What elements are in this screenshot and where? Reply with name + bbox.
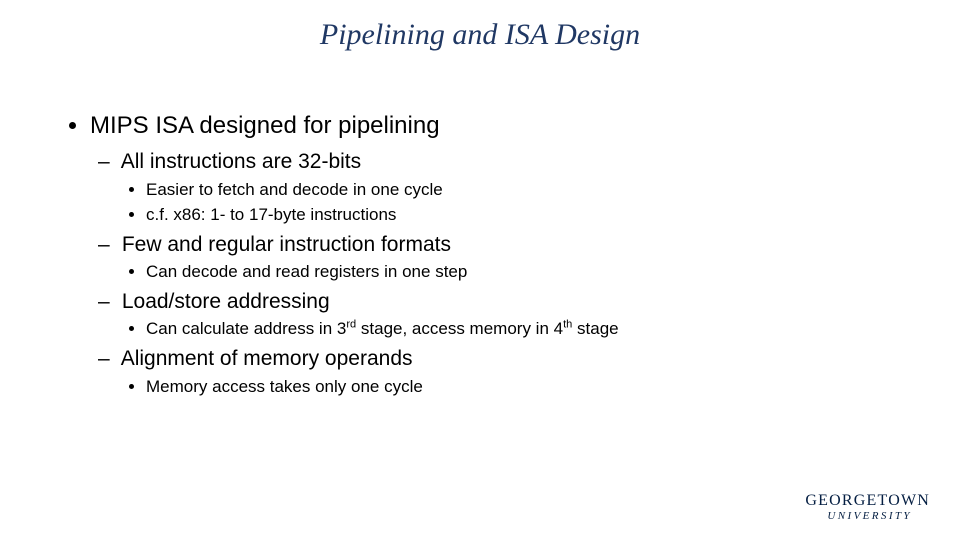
list-item-text: All instructions are 32-bits	[121, 150, 361, 173]
slide-content: MIPS ISA designed for pipelining All ins…	[62, 110, 920, 406]
bullet-list-level3: Easier to fetch and decode in one cycle …	[116, 179, 920, 227]
list-item: Can calculate address in 3rd stage, acce…	[146, 318, 920, 341]
list-item: Alignment of memory operands Memory acce…	[116, 345, 920, 398]
logo-text-line1: GEORGETOWN	[805, 493, 930, 509]
list-item: Easier to fetch and decode in one cycle	[146, 179, 920, 202]
slide-title: Pipelining and ISA Design	[0, 18, 960, 52]
list-item-text: MIPS ISA designed for pipelining	[90, 112, 440, 139]
list-item: All instructions are 32-bits Easier to f…	[116, 148, 920, 226]
bullet-list-level3: Memory access takes only one cycle	[116, 376, 920, 399]
bullet-list-level1: MIPS ISA designed for pipelining All ins…	[62, 110, 920, 398]
georgetown-logo: GEORGETOWN UNIVERSITY	[805, 493, 930, 522]
logo-text-line2: UNIVERSITY	[805, 511, 930, 522]
list-item: c.f. x86: 1- to 17-byte instructions	[146, 204, 920, 227]
list-item-text: Load/store addressing	[122, 290, 330, 313]
list-item: Few and regular instruction formats Can …	[116, 231, 920, 284]
bullet-list-level3: Can decode and read registers in one ste…	[116, 261, 920, 284]
list-item: Can decode and read registers in one ste…	[146, 261, 920, 284]
list-item: Memory access takes only one cycle	[146, 376, 920, 399]
bullet-list-level3: Can calculate address in 3rd stage, acce…	[116, 318, 920, 341]
list-item-text: Alignment of memory operands	[121, 347, 413, 370]
list-item: MIPS ISA designed for pipelining All ins…	[90, 110, 920, 398]
list-item-text: Few and regular instruction formats	[122, 233, 451, 256]
list-item: Load/store addressing Can calculate addr…	[116, 288, 920, 341]
bullet-list-level2: All instructions are 32-bits Easier to f…	[90, 148, 920, 398]
